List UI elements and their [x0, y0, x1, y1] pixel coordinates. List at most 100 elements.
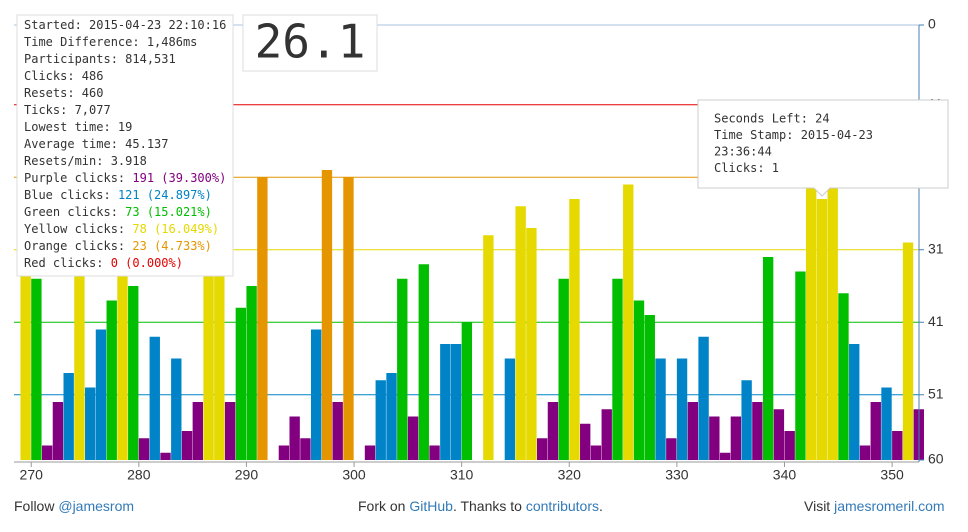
bar — [343, 177, 354, 460]
stats-panel — [16, 14, 234, 277]
bar — [859, 445, 871, 460]
bar — [461, 322, 473, 460]
x-tick-label: 300 — [342, 467, 366, 483]
footer-text: Follow — [14, 498, 59, 514]
bar — [558, 278, 569, 460]
stat-label: Ticks: 7,077 — [24, 103, 111, 117]
bar — [741, 380, 752, 460]
github-link[interactable]: GitHub — [409, 498, 453, 514]
stat-line: Participants: 814,531 — [24, 52, 176, 66]
bar — [450, 344, 462, 460]
stat-line: Red clicks: 0 (0.000%) — [24, 256, 183, 270]
bar — [881, 387, 892, 460]
stat-line: Green clicks: 73 (15.021%) — [24, 205, 212, 219]
bar — [547, 402, 559, 460]
bar — [870, 402, 881, 460]
tooltip-box — [697, 99, 949, 197]
bar — [181, 431, 193, 460]
stat-label: Resets: 460 — [24, 86, 103, 100]
stat-line: Clicks: 486 — [24, 69, 103, 83]
footer: Follow @jamesrom Fork on GitHub. Thanks … — [0, 496, 968, 516]
stat-label: Clicks: 486 — [24, 69, 103, 83]
twitter-link[interactable]: @jamesrom — [58, 498, 135, 514]
x-tick-label: 290 — [235, 467, 259, 483]
bar — [483, 235, 494, 460]
bar — [95, 329, 107, 460]
bar — [203, 206, 214, 460]
stat-value: 23 (4.733%) — [132, 239, 211, 253]
bar — [321, 170, 333, 460]
bar — [504, 358, 516, 460]
tooltip-line: Seconds Left: 24 — [714, 112, 830, 126]
x-tick-label: 350 — [880, 467, 904, 483]
site-link[interactable]: jamesromeril.com — [834, 498, 945, 514]
bar — [364, 445, 376, 460]
stat-label: Participants: 814,531 — [24, 52, 176, 66]
x-tick-label: 310 — [450, 467, 474, 483]
stat-line: Yellow clicks: 78 (16.049%) — [24, 222, 219, 236]
bar — [397, 278, 408, 460]
bar — [160, 452, 171, 460]
timer: 26.1 — [255, 15, 366, 69]
y-tick-label: 0 — [928, 16, 936, 32]
stat-label: Resets/min: 3.918 — [24, 154, 147, 168]
stat-label: Average time: 45.137 — [24, 137, 169, 151]
stat-line: Resets: 460 — [24, 86, 103, 100]
stat-line: Time Difference: 1,486ms — [24, 35, 197, 49]
footer-text: Visit — [804, 498, 835, 514]
bar — [386, 373, 397, 460]
bar — [902, 242, 914, 460]
bar — [666, 438, 677, 460]
bar — [816, 199, 828, 460]
stat-label: Purple clicks: — [24, 171, 125, 185]
bar — [31, 278, 42, 460]
bar — [580, 423, 591, 460]
bar — [311, 329, 322, 460]
stat-label: Lowest time: 19 — [24, 120, 132, 134]
bar — [730, 416, 742, 460]
x-tick-label: 280 — [127, 467, 151, 483]
bar — [106, 300, 117, 460]
bar — [849, 344, 860, 460]
y-tick-label: 60 — [928, 451, 944, 467]
bar — [655, 358, 666, 460]
bar — [429, 445, 440, 460]
stat-line: Resets/min: 3.918 — [24, 154, 147, 168]
contributors-link[interactable]: contributors — [525, 498, 599, 514]
bar — [192, 402, 203, 460]
stat-label: Blue clicks: — [24, 188, 111, 202]
y-tick-label: 41 — [928, 313, 944, 329]
stat-value: 121 (24.897%) — [118, 188, 212, 202]
bar — [633, 300, 645, 460]
bar — [128, 286, 139, 460]
stat-label: Orange clicks: — [24, 239, 125, 253]
bar — [590, 445, 602, 460]
bar — [838, 293, 849, 460]
footer-text: . Thanks to — [452, 498, 526, 514]
tooltip-line: Time Stamp: 2015-04-23 — [714, 128, 873, 142]
bar — [676, 358, 688, 460]
bar — [752, 402, 763, 460]
bar — [515, 206, 526, 460]
bar — [623, 184, 634, 460]
bar — [806, 184, 817, 460]
chart: 2702802903003103203303403500112131415160… — [14, 14, 949, 483]
bar — [300, 438, 311, 460]
stat-value: 73 (15.021%) — [125, 205, 212, 219]
footer-right: Visit jamesromeril.com — [804, 498, 945, 514]
x-tick-label: 330 — [665, 467, 689, 483]
bar — [687, 402, 698, 460]
bar — [20, 235, 31, 460]
bar — [418, 264, 429, 460]
y-tick-label: 31 — [928, 240, 944, 256]
bar — [773, 409, 785, 460]
y-tick-label: 51 — [928, 385, 944, 401]
stat-line: Started: 2015-04-23 22:10:16 — [24, 18, 226, 32]
bar — [375, 380, 386, 460]
stat-line: Average time: 45.137 — [24, 137, 169, 151]
stat-label: Started: 2015-04-23 22:10:16 — [24, 18, 226, 32]
footer-center: Fork on GitHub. Thanks to contributors. — [358, 498, 603, 514]
stat-line: Blue clicks: 121 (24.897%) — [24, 188, 212, 202]
bar — [289, 416, 300, 460]
